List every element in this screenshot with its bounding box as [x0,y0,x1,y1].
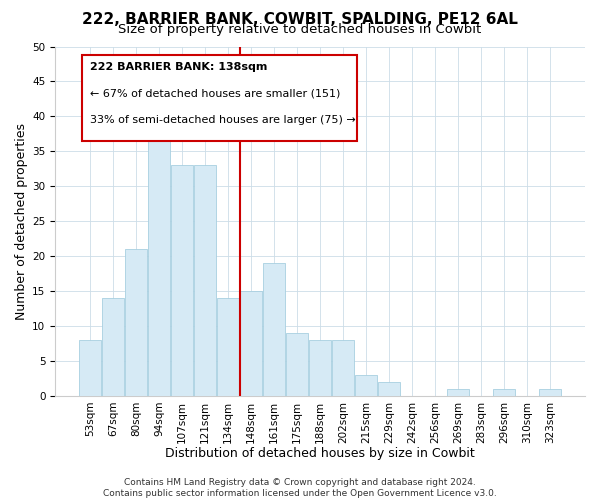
Bar [79,340,101,396]
Bar [240,291,262,396]
Text: Contains HM Land Registry data © Crown copyright and database right 2024.
Contai: Contains HM Land Registry data © Crown c… [103,478,497,498]
Bar [194,166,216,396]
Bar [378,382,400,396]
X-axis label: Distribution of detached houses by size in Cowbit: Distribution of detached houses by size … [165,447,475,460]
Bar [217,298,239,396]
Bar [102,298,124,396]
Bar [355,375,377,396]
Bar [447,389,469,396]
Text: 222, BARRIER BANK, COWBIT, SPALDING, PE12 6AL: 222, BARRIER BANK, COWBIT, SPALDING, PE1… [82,12,518,28]
Text: 222 BARRIER BANK: 138sqm: 222 BARRIER BANK: 138sqm [89,62,267,72]
Bar [125,249,147,396]
Bar [263,263,285,396]
Bar [171,166,193,396]
Bar [286,333,308,396]
Bar [539,389,561,396]
FancyBboxPatch shape [82,55,357,141]
Text: 33% of semi-detached houses are larger (75) →: 33% of semi-detached houses are larger (… [89,114,355,124]
Y-axis label: Number of detached properties: Number of detached properties [15,122,28,320]
Text: Size of property relative to detached houses in Cowbit: Size of property relative to detached ho… [118,22,482,36]
Bar [493,389,515,396]
Bar [332,340,354,396]
Bar [148,124,170,396]
Bar [309,340,331,396]
Text: ← 67% of detached houses are smaller (151): ← 67% of detached houses are smaller (15… [89,88,340,99]
